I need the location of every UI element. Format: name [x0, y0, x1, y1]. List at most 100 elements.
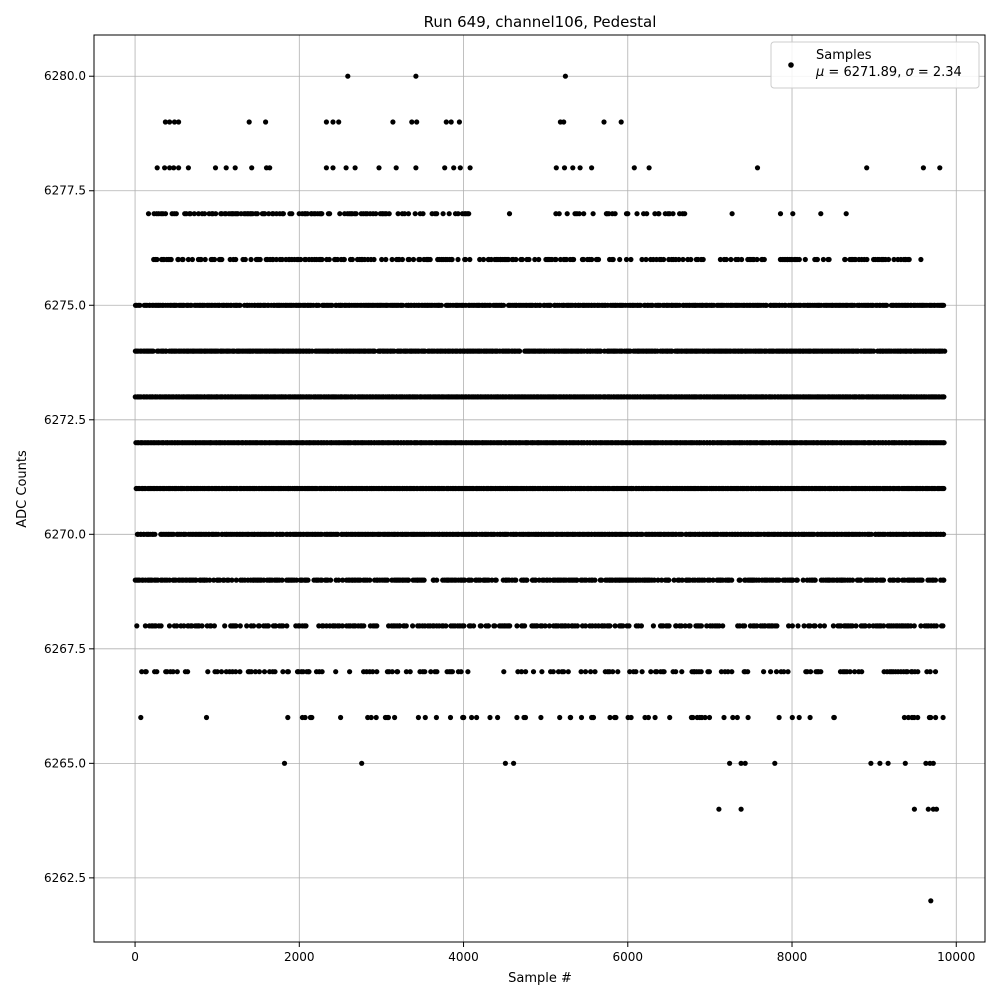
y-tick-label: 6277.5	[44, 184, 86, 198]
data-point	[679, 669, 685, 675]
data-point	[670, 211, 676, 217]
data-point	[134, 623, 140, 629]
data-point	[316, 302, 322, 308]
x-tick-label: 0	[131, 950, 139, 964]
data-point	[517, 348, 523, 354]
data-point	[199, 623, 205, 629]
data-point	[285, 714, 291, 721]
data-point	[302, 714, 308, 721]
data-point	[185, 256, 191, 263]
data-point	[718, 669, 725, 675]
data-point	[343, 165, 349, 171]
data-point	[246, 119, 252, 125]
data-point	[170, 669, 176, 675]
data-point	[193, 577, 199, 583]
data-point	[471, 623, 477, 629]
data-point	[930, 760, 936, 766]
data-point	[229, 577, 235, 583]
data-point	[643, 256, 649, 263]
data-point	[443, 119, 449, 125]
data-point	[818, 211, 824, 217]
data-point	[345, 73, 351, 79]
data-point	[940, 714, 946, 721]
data-point	[553, 256, 559, 263]
chart-title: Run 649, channel106, Pedestal	[424, 13, 657, 31]
data-point	[557, 714, 563, 721]
data-point	[790, 211, 796, 217]
data-point	[589, 256, 595, 263]
data-point	[252, 669, 259, 675]
data-point	[359, 760, 365, 766]
data-point	[933, 714, 939, 721]
data-point	[598, 348, 604, 354]
data-point	[906, 256, 912, 263]
data-point	[338, 714, 344, 721]
data-point	[734, 714, 740, 721]
data-point	[319, 669, 325, 675]
legend-label: Samples	[816, 48, 872, 63]
data-point	[646, 165, 652, 171]
data-point	[485, 623, 492, 629]
y-tick-label: 6265.0	[44, 756, 86, 770]
data-point	[567, 714, 573, 721]
data-point	[634, 211, 640, 217]
data-point	[589, 714, 595, 721]
data-point	[885, 256, 892, 263]
data-point	[589, 165, 595, 171]
data-point	[493, 577, 499, 583]
data-point	[905, 714, 912, 721]
data-point	[162, 165, 168, 171]
data-point	[337, 211, 343, 217]
data-point	[738, 806, 744, 812]
data-point	[152, 531, 158, 537]
data-point	[466, 211, 472, 217]
data-point	[532, 256, 538, 263]
data-point	[374, 623, 380, 629]
data-point	[728, 256, 734, 263]
data-point	[610, 256, 616, 263]
data-point	[656, 211, 662, 217]
data-point	[370, 669, 376, 675]
data-point	[940, 623, 946, 629]
data-point	[612, 211, 618, 217]
data-point	[592, 669, 598, 675]
data-point	[761, 256, 767, 263]
data-point	[447, 714, 454, 721]
data-point	[901, 714, 908, 721]
data-point	[256, 669, 262, 675]
data-point	[218, 669, 225, 675]
legend-sigma-symbol: σ	[905, 65, 914, 80]
data-point	[570, 165, 576, 171]
data-point	[895, 577, 902, 583]
data-point	[341, 256, 347, 263]
data-point	[420, 211, 426, 217]
data-point	[754, 623, 760, 629]
data-point	[615, 669, 621, 675]
data-point	[911, 806, 918, 812]
data-point	[942, 348, 948, 354]
data-point	[507, 623, 513, 629]
data-point	[789, 623, 796, 629]
data-point	[871, 348, 877, 354]
data-point	[371, 256, 377, 263]
data-point	[422, 714, 428, 721]
data-point	[261, 669, 268, 675]
data-point	[212, 165, 219, 171]
data-point	[932, 577, 939, 583]
data-point	[305, 577, 311, 583]
data-point	[180, 256, 186, 263]
data-point	[443, 623, 449, 629]
data-point	[145, 211, 152, 217]
data-point	[413, 73, 419, 79]
legend-stats: μ = 6271.89, σ = 2.34	[815, 65, 962, 80]
data-point	[492, 623, 498, 629]
data-point	[550, 669, 556, 675]
data-point	[211, 256, 218, 263]
data-point	[523, 669, 529, 675]
x-axis-label: Sample #	[508, 971, 572, 986]
data-point	[154, 165, 160, 171]
data-point	[631, 165, 637, 171]
data-point	[175, 256, 181, 263]
data-point	[304, 211, 310, 217]
